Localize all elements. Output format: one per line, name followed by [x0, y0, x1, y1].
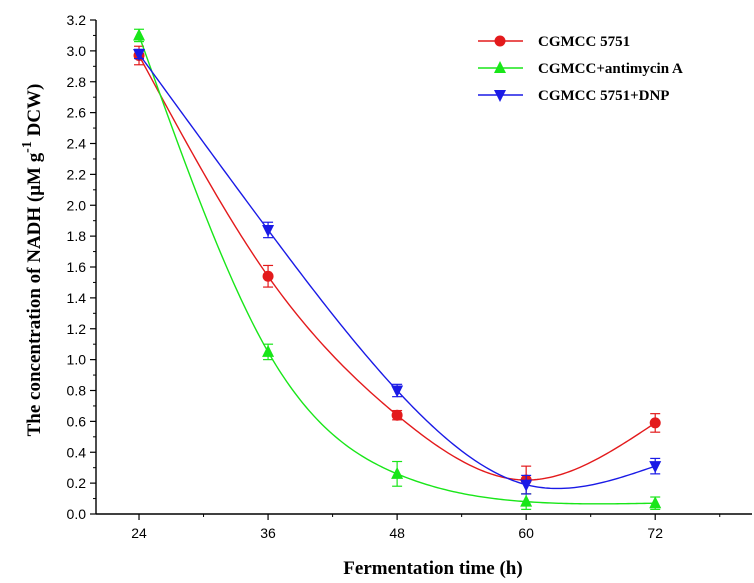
series-line [138, 53, 656, 490]
y-tick-label: 1.2 [67, 321, 87, 337]
y-tick-label: 0.2 [67, 475, 87, 491]
data-point [649, 461, 662, 474]
legend-label: CGMCC+antimycin A [538, 61, 683, 77]
series-0 [133, 45, 661, 495]
data-point [649, 417, 661, 429]
legend-marker [494, 35, 506, 47]
y-axis-title-tail: DCW) [24, 84, 45, 142]
axes: 0.0 0.2 0.4 0.6 0.8 1.0 1.2 1.4 1.6 1.8 2.0 2.2 2.4 2… [67, 12, 752, 541]
x-tick-label: 60 [518, 525, 534, 541]
series-2 [133, 48, 662, 495]
data-point [262, 344, 275, 357]
y-axis-title: The concentration of NADH (μM g-1 DCW) [20, 84, 45, 437]
x-tick-label: 48 [389, 525, 405, 541]
data-point [133, 48, 146, 61]
y-tick-label: 2.8 [67, 74, 87, 90]
series-line [138, 35, 656, 505]
data-point [391, 385, 404, 398]
x-tick-label: 72 [647, 525, 663, 541]
legend-marker [494, 90, 506, 102]
y-axis-title-superscript: -1 [20, 141, 35, 153]
y-tick-label: 2.2 [67, 166, 87, 182]
y-tick-label: 3.0 [67, 43, 87, 59]
legend-label: CGMCC 5751+DNP [538, 88, 669, 104]
y-tick-label: 1.6 [67, 259, 87, 275]
x-tick-label: 36 [260, 525, 276, 541]
y-tick-label: 2.6 [67, 105, 87, 121]
y-tick-label: 3.2 [67, 12, 87, 28]
data-point [520, 494, 533, 507]
y-tick-label: 2.0 [67, 197, 87, 213]
data-point [391, 409, 403, 421]
legend: CGMCC 5751 CGMCC+antimycin A CGMCC 5751+DN… [478, 34, 683, 104]
data-point [649, 496, 662, 509]
y-tick-label: 0.8 [67, 383, 87, 399]
data-point [262, 270, 274, 282]
y-tick-label: 1.0 [67, 352, 87, 368]
legend-item-2: CGMCC 5751+DNP [478, 88, 669, 104]
plot-area [133, 28, 662, 510]
x-tick-label: 24 [131, 525, 147, 541]
y-tick-label: 0.4 [67, 444, 87, 460]
y-axis-title-main: The concentration of NADH (μM g [24, 152, 45, 436]
legend-item-0: CGMCC 5751 [478, 34, 630, 50]
data-point [262, 224, 275, 237]
y-tick-label: 1.8 [67, 228, 87, 244]
y-tick-label: 0.6 [67, 413, 87, 429]
y-tick-label: 1.4 [67, 290, 87, 306]
legend-marker [494, 61, 506, 73]
legend-label: CGMCC 5751 [538, 34, 630, 50]
x-axis-title: Fermentation time (h) [343, 558, 522, 579]
y-tick-label: 2.4 [67, 136, 87, 152]
data-point [391, 466, 404, 479]
y-tick-label: 0.0 [67, 506, 87, 522]
data-point [133, 28, 146, 41]
data-point [520, 479, 533, 492]
legend-item-1: CGMCC+antimycin A [478, 61, 683, 77]
